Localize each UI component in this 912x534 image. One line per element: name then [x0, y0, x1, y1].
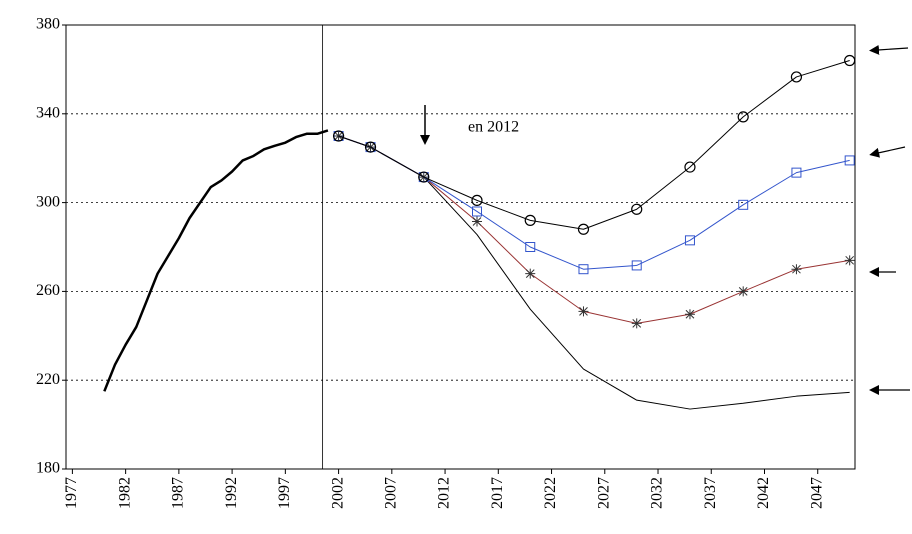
x-tick-label: 1992: [223, 477, 240, 509]
marker: [684, 161, 696, 173]
marker: [844, 54, 856, 67]
marker: [844, 255, 855, 266]
marker: [738, 286, 749, 297]
x-tick-label: 2037: [702, 477, 719, 509]
x-tick-label: 2012: [436, 477, 453, 509]
marker: [844, 155, 855, 166]
marker: [631, 318, 642, 329]
arrow: [869, 44, 909, 55]
arrows: [420, 44, 910, 395]
x-tick-label: 2002: [329, 477, 346, 509]
marker: [525, 268, 536, 279]
x-tick-label: 1997: [276, 477, 293, 509]
marker: [631, 203, 643, 215]
y-tick-label: 260: [36, 282, 60, 299]
series-line: [338, 135, 850, 324]
marker: [332, 130, 345, 142]
x-tick-label: 1977: [63, 477, 80, 509]
series-line: [338, 135, 850, 410]
arrow: [869, 146, 906, 158]
marker: [577, 223, 590, 235]
marker: [631, 260, 642, 271]
marker: [472, 206, 483, 217]
x-tick-label: 2042: [755, 477, 772, 509]
marker: [791, 264, 802, 275]
marker: [737, 111, 749, 123]
marker: [578, 264, 589, 275]
marker: [684, 309, 695, 320]
marker: [790, 71, 803, 83]
marker: [578, 306, 589, 317]
x-tick-label: 2022: [542, 477, 559, 509]
x-tick-label: 2017: [489, 477, 506, 509]
marker: [684, 235, 695, 246]
series-line: [338, 135, 850, 270]
marker: [471, 194, 483, 206]
marker: [791, 167, 802, 178]
marker: [364, 141, 377, 153]
annotation: en 2012: [468, 119, 519, 136]
x-tick-label: 1987: [170, 477, 187, 509]
marker: [524, 214, 536, 226]
series-line: [338, 60, 850, 230]
y-tick-label: 220: [36, 371, 60, 388]
x-tick-label: 2007: [382, 477, 399, 509]
marker: [472, 216, 483, 227]
x-tick-label: 2047: [808, 477, 825, 509]
x-tick-label: 1982: [116, 477, 133, 509]
series-line: [103, 129, 329, 392]
y-tick-label: 300: [36, 193, 60, 210]
marker: [738, 199, 749, 210]
marker: [525, 242, 536, 252]
x-tick-label: 2032: [649, 477, 666, 509]
x-tick-label: 2027: [595, 477, 612, 509]
marker: [418, 171, 430, 183]
y-tick-label: 340: [36, 104, 60, 121]
y-tick-label: 180: [36, 460, 60, 477]
plot-frame: [65, 24, 856, 470]
y-tick-label: 380: [36, 16, 60, 33]
